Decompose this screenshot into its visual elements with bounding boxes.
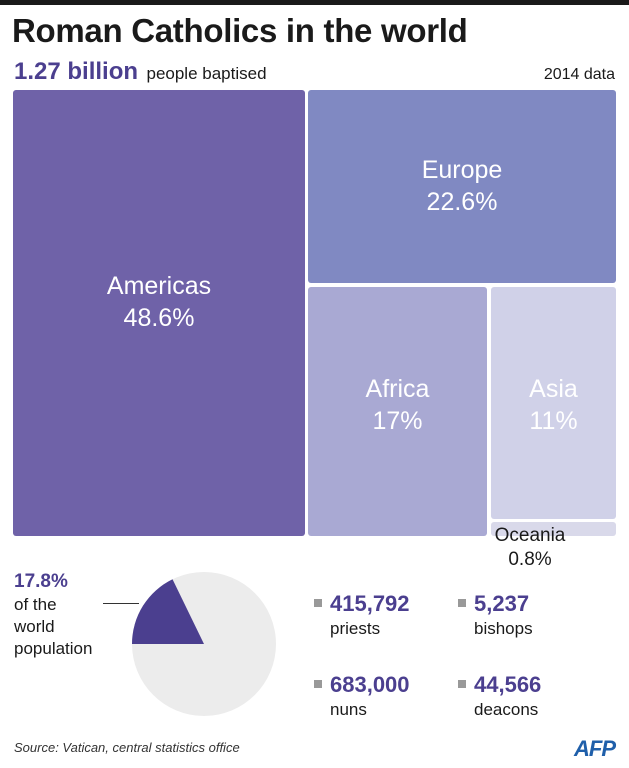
stat-nuns-label: nuns	[330, 700, 367, 719]
tile-africa-value: 17%	[372, 407, 423, 435]
bullet-icon	[314, 599, 322, 607]
population-value: 17.8%	[14, 571, 68, 592]
data-year: 2014 data	[543, 66, 615, 83]
tile-americas: Americas 48.6%	[13, 90, 305, 536]
stat-priests-value: 415,792	[330, 591, 410, 616]
population-text-1: of the	[14, 595, 57, 614]
tile-africa-name: Africa	[365, 375, 430, 403]
stat-bishops-label: bishops	[474, 619, 533, 638]
tile-asia-name: Asia	[529, 375, 578, 403]
population-text-3: population	[14, 639, 93, 658]
subtitle: 1.27 billion people baptised	[14, 58, 267, 86]
source-note: Source: Vatican, central statistics offi…	[14, 740, 240, 755]
stat-deacons-value: 44,566	[474, 672, 542, 697]
top-rule	[0, 0, 629, 5]
tile-africa: Africa 17%	[308, 287, 487, 536]
tile-oceania	[491, 522, 616, 536]
stat-deacons-label: deacons	[474, 700, 539, 719]
tile-oceania-name: Oceania	[494, 525, 566, 546]
leader-line	[103, 603, 139, 604]
afp-logo: AFP	[574, 736, 616, 761]
population-text-2: world	[14, 617, 55, 636]
tile-americas-name: Americas	[106, 272, 212, 300]
baptised-number: 1.27 billion	[14, 58, 139, 85]
bullet-icon	[314, 680, 322, 688]
stat-priests-label: priests	[330, 619, 381, 638]
bullet-icon	[458, 680, 466, 688]
bullet-icon	[458, 599, 466, 607]
tile-oceania-value: 0.8%	[508, 549, 552, 570]
tile-asia: Asia 11%	[491, 287, 616, 519]
chart-title: Roman Catholics in the world	[12, 12, 468, 49]
tile-europe: Europe 22.6%	[308, 90, 616, 283]
population-label: 17.8% of the world population	[14, 570, 134, 660]
tile-europe-name: Europe	[421, 156, 503, 184]
population-pie	[131, 572, 276, 716]
baptised-text: people baptised	[146, 64, 267, 83]
tile-americas-value: 48.6%	[123, 304, 195, 332]
tile-asia-value: 11%	[529, 407, 578, 435]
stat-nuns-value: 683,000	[330, 672, 410, 697]
tile-europe-value: 22.6%	[426, 188, 498, 216]
stat-bishops-value: 5,237	[474, 591, 530, 616]
pie-catholic-slice	[131, 579, 204, 645]
